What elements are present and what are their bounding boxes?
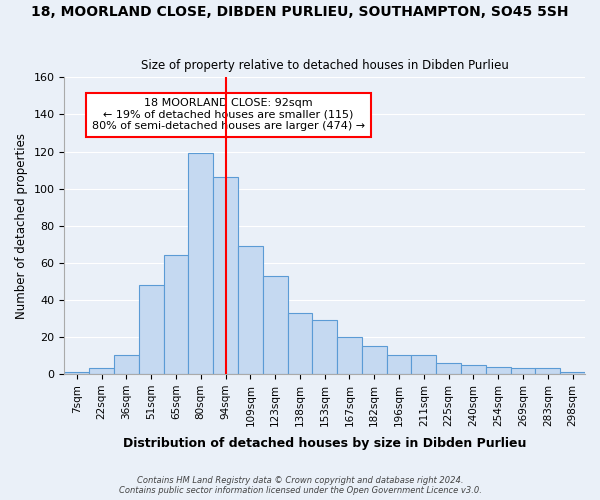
Bar [213, 178, 238, 374]
Bar [263, 276, 287, 374]
Bar [139, 285, 164, 374]
Text: Contains HM Land Registry data © Crown copyright and database right 2024.
Contai: Contains HM Land Registry data © Crown c… [119, 476, 481, 495]
Bar [486, 366, 511, 374]
Bar [238, 246, 263, 374]
Y-axis label: Number of detached properties: Number of detached properties [15, 132, 28, 318]
Bar [164, 256, 188, 374]
Bar [337, 337, 362, 374]
Bar [188, 154, 213, 374]
Bar [89, 368, 114, 374]
Bar [114, 356, 139, 374]
Bar [386, 356, 412, 374]
Bar [535, 368, 560, 374]
Bar [461, 365, 486, 374]
Bar [511, 368, 535, 374]
Bar [64, 372, 89, 374]
Bar [412, 356, 436, 374]
Bar [313, 320, 337, 374]
Text: 18 MOORLAND CLOSE: 92sqm
← 19% of detached houses are smaller (115)
80% of semi-: 18 MOORLAND CLOSE: 92sqm ← 19% of detach… [92, 98, 365, 132]
Bar [362, 346, 386, 374]
Text: 18, MOORLAND CLOSE, DIBDEN PURLIEU, SOUTHAMPTON, SO45 5SH: 18, MOORLAND CLOSE, DIBDEN PURLIEU, SOUT… [31, 5, 569, 19]
X-axis label: Distribution of detached houses by size in Dibden Purlieu: Distribution of detached houses by size … [123, 437, 526, 450]
Bar [560, 372, 585, 374]
Title: Size of property relative to detached houses in Dibden Purlieu: Size of property relative to detached ho… [141, 59, 509, 72]
Bar [436, 363, 461, 374]
Bar [287, 313, 313, 374]
